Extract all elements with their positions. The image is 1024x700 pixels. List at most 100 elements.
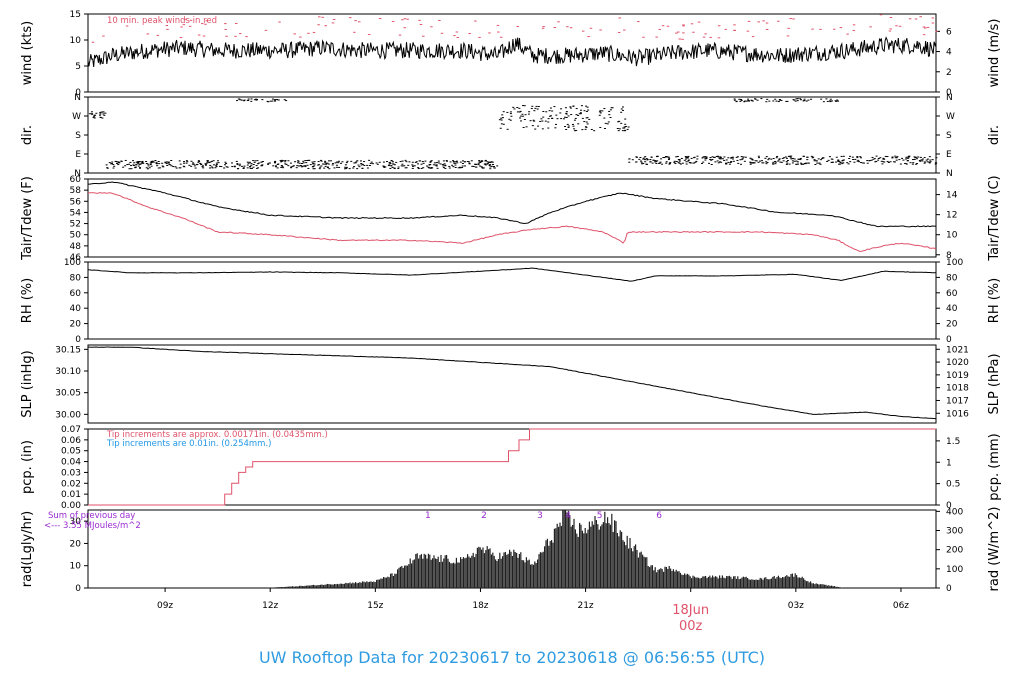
right-tick-label: 0 bbox=[946, 501, 952, 511]
right-tick-label: N bbox=[946, 93, 953, 103]
footer-end: 20230618 @ 06:56:55 bbox=[536, 648, 716, 667]
sun-mark-label: 2 bbox=[481, 511, 487, 521]
series-line-temp-tair bbox=[88, 181, 937, 228]
left-tick-label: 5 bbox=[75, 62, 81, 72]
left-tick-label: 40 bbox=[70, 304, 82, 314]
left-tick-label: N bbox=[74, 93, 81, 103]
right-tick-label: 0.5 bbox=[946, 480, 960, 490]
left-tick-label: 46 bbox=[70, 253, 82, 263]
left-tick-label: 0.01 bbox=[61, 490, 81, 500]
series-line-temp-tdew bbox=[87, 191, 937, 252]
panel-frame-temp bbox=[87, 178, 937, 258]
footer-suffix: (UTC) bbox=[715, 648, 766, 667]
right-tick-label: 1018 bbox=[946, 384, 969, 394]
rad-annotation-2: <--- 3.55 MJoules/m^2 bbox=[44, 521, 141, 531]
left-tick-label: 100 bbox=[64, 258, 81, 268]
sun-mark-label: 6 bbox=[656, 511, 662, 521]
right-tick-label: 300 bbox=[946, 527, 963, 537]
left-tick-label: 0.04 bbox=[61, 458, 81, 468]
right-tick-label: 100 bbox=[946, 565, 963, 575]
sun-mark-label: 1 bbox=[425, 511, 431, 521]
left-tick-label: 30.15 bbox=[55, 345, 81, 355]
left-tick-label: 0.03 bbox=[61, 468, 81, 478]
day-label-date: 18Jun bbox=[672, 603, 709, 618]
sun-mark-label: 5 bbox=[597, 511, 603, 521]
pcp-annotation-1: Tip increments are approx. 0.00171in. (0… bbox=[106, 430, 328, 440]
footer-prefix: UW Rooftop Data for bbox=[258, 648, 429, 667]
right-tick-label: 1017 bbox=[946, 396, 969, 406]
left-tick-label: 54 bbox=[70, 208, 82, 218]
time-tick-label: 09z bbox=[157, 601, 173, 611]
sun-mark-label: 4 bbox=[565, 511, 571, 521]
right-tick-label: W bbox=[946, 112, 955, 122]
panel-wind: 0 5 10 15 0 2 4 6 wind (kts) wind (m/s) 10 min. pe… bbox=[20, 10, 1002, 98]
right-tick-label: 1.5 bbox=[946, 437, 960, 447]
left-tick-label: 60 bbox=[70, 175, 82, 185]
right-tick-label: 100 bbox=[946, 258, 963, 268]
rad-annotation-1: Sum of previous day bbox=[48, 511, 135, 521]
y-axis-label-dir: dir. bbox=[20, 125, 35, 145]
footer-mid: to bbox=[510, 648, 537, 667]
series-line-slp bbox=[88, 346, 937, 420]
left-tick-label: 58 bbox=[70, 186, 82, 196]
left-tick-label: 30.00 bbox=[55, 410, 81, 420]
panel-annotation: 10 min. peak winds in red bbox=[107, 16, 217, 26]
y-axis-label-pcp: pcp. (in) bbox=[20, 440, 35, 494]
y-axis-label-rh: RH (%) bbox=[20, 278, 35, 323]
left-tick-label: 0.06 bbox=[61, 436, 81, 446]
left-tick-label: 52 bbox=[70, 220, 81, 230]
series-line-pcp bbox=[88, 428, 936, 506]
y-axis-label-wind: wind (kts) bbox=[20, 21, 35, 85]
panel-rh: 0 20 40 60 80 100 0 20 40 60 80 100 RH (%) RH (%) bbox=[20, 258, 1002, 345]
y-axis-label-right-slp: SLP (hPa) bbox=[987, 353, 1002, 414]
right-tick-label: 10 bbox=[946, 231, 958, 241]
panel-pcp: 0.000.010.020.030.040.050.060.07 0 0.5 1 1.5… bbox=[20, 425, 1002, 511]
panel-frame-dir bbox=[87, 96, 937, 174]
left-tick-label: 30.05 bbox=[55, 389, 81, 399]
y-axis-label-right-dir: dir. bbox=[987, 125, 1002, 145]
right-tick-label: 2 bbox=[946, 68, 952, 78]
right-tick-label: 4 bbox=[946, 48, 952, 58]
left-tick-label: 0.02 bbox=[61, 479, 81, 489]
left-tick-label: 0.00 bbox=[61, 501, 81, 511]
y-axis-label-right-rh: RH (%) bbox=[987, 278, 1002, 323]
right-tick-label: 400 bbox=[946, 507, 963, 517]
right-tick-label: 6 bbox=[946, 27, 952, 37]
left-tick-label: 20 bbox=[70, 320, 82, 330]
y-axis-label-temp: Tair/Tdew (F) bbox=[20, 176, 35, 261]
pcp-annotation-2: Tip increments are 0.01in. (0.254mm.) bbox=[106, 439, 271, 449]
right-tick-label: 8 bbox=[946, 251, 952, 261]
sun-mark-label: 3 bbox=[537, 511, 543, 521]
day-label-hour: 00z bbox=[679, 619, 703, 634]
right-tick-label: 40 bbox=[946, 304, 958, 314]
right-tick-label: 12 bbox=[946, 211, 957, 221]
left-tick-label: S bbox=[75, 131, 81, 141]
right-tick-label: S bbox=[946, 131, 952, 141]
right-tick-label: 1019 bbox=[946, 371, 969, 381]
left-tick-label: 0 bbox=[75, 335, 81, 345]
panel-frame-wind bbox=[87, 13, 937, 93]
y-axis-label-right-temp: Tair/Tdew (C) bbox=[987, 175, 1002, 261]
y-axis-label-right-wind: wind (m/s) bbox=[987, 19, 1002, 88]
panel-frame-slp bbox=[87, 344, 937, 424]
left-tick-label: 0.05 bbox=[61, 447, 81, 457]
left-tick-label: 10 bbox=[70, 562, 82, 572]
time-tick-label: 12z bbox=[262, 601, 278, 611]
left-tick-label: 0.07 bbox=[61, 425, 81, 435]
y-axis-label-right-pcp: pcp. (mm) bbox=[987, 433, 1002, 500]
panel-frame-pcp bbox=[87, 428, 937, 506]
left-tick-label: N bbox=[74, 169, 81, 179]
right-tick-label: 60 bbox=[946, 289, 958, 299]
right-tick-label: 0 bbox=[946, 335, 952, 345]
left-tick-label: 60 bbox=[70, 289, 82, 299]
right-tick-label: 20 bbox=[946, 320, 958, 330]
left-tick-label: 80 bbox=[70, 273, 82, 283]
left-tick-label: 30.10 bbox=[55, 367, 81, 377]
left-tick-label: 20 bbox=[70, 539, 82, 549]
right-tick-label: 1020 bbox=[946, 358, 969, 368]
